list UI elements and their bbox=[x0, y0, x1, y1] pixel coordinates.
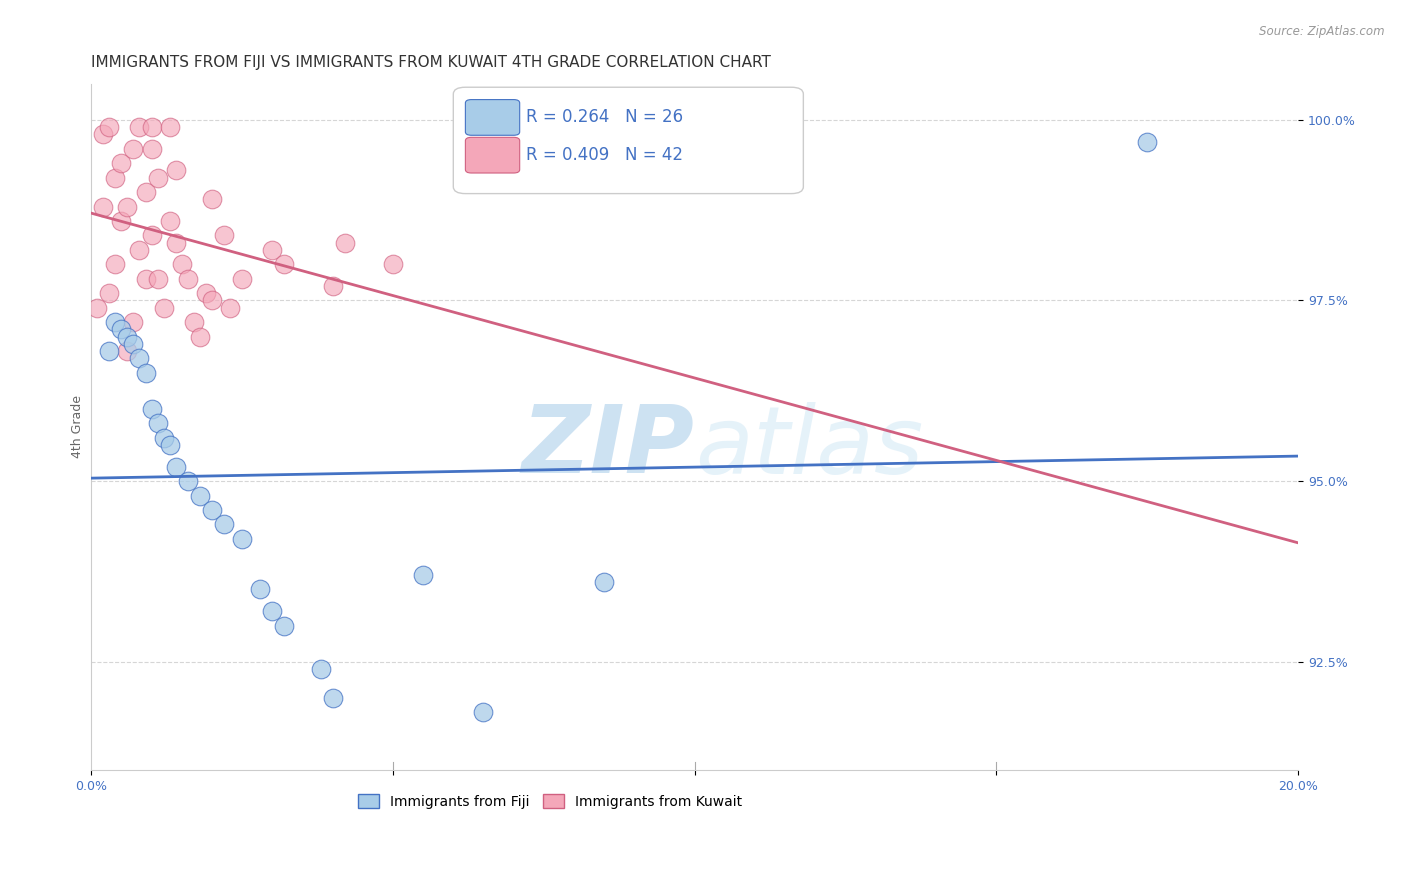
Point bbox=[219, 301, 242, 315]
Text: R = 0.409   N = 42: R = 0.409 N = 42 bbox=[526, 146, 683, 164]
Point bbox=[212, 228, 235, 243]
Point bbox=[165, 459, 187, 474]
Point bbox=[1136, 135, 1159, 149]
Point bbox=[412, 568, 434, 582]
Point bbox=[110, 322, 132, 336]
Point bbox=[165, 235, 187, 250]
Text: Source: ZipAtlas.com: Source: ZipAtlas.com bbox=[1260, 25, 1385, 38]
Point bbox=[231, 532, 253, 546]
Legend: Immigrants from Fiji, Immigrants from Kuwait: Immigrants from Fiji, Immigrants from Ku… bbox=[352, 789, 748, 814]
Point bbox=[98, 120, 121, 135]
Point bbox=[381, 257, 404, 271]
FancyBboxPatch shape bbox=[465, 100, 520, 136]
Point bbox=[128, 351, 150, 366]
Point bbox=[183, 315, 205, 329]
Point bbox=[146, 170, 169, 185]
Point bbox=[98, 344, 121, 359]
Point bbox=[177, 272, 200, 286]
Point bbox=[128, 243, 150, 257]
Point bbox=[128, 120, 150, 135]
Point bbox=[134, 185, 156, 199]
Point bbox=[141, 142, 163, 156]
Point bbox=[134, 366, 156, 380]
Point bbox=[165, 163, 187, 178]
Point bbox=[159, 120, 181, 135]
Point bbox=[91, 200, 114, 214]
Point bbox=[104, 257, 127, 271]
Point bbox=[122, 142, 145, 156]
Point bbox=[134, 272, 156, 286]
Point bbox=[86, 301, 108, 315]
Point bbox=[188, 329, 211, 343]
Point bbox=[146, 272, 169, 286]
Point bbox=[104, 170, 127, 185]
Point bbox=[593, 575, 616, 590]
Point bbox=[117, 200, 139, 214]
Point bbox=[159, 214, 181, 228]
Point bbox=[152, 301, 174, 315]
Point bbox=[333, 235, 356, 250]
Point bbox=[122, 336, 145, 351]
Point bbox=[472, 705, 495, 719]
Point bbox=[141, 228, 163, 243]
Text: atlas: atlas bbox=[695, 402, 922, 493]
Point bbox=[91, 128, 114, 142]
Point bbox=[117, 344, 139, 359]
Point bbox=[212, 517, 235, 532]
Point bbox=[141, 120, 163, 135]
Point bbox=[194, 286, 217, 301]
FancyBboxPatch shape bbox=[465, 137, 520, 173]
Y-axis label: 4th Grade: 4th Grade bbox=[72, 395, 84, 458]
Point bbox=[141, 401, 163, 416]
Point bbox=[117, 329, 139, 343]
Point bbox=[152, 431, 174, 445]
Point bbox=[273, 618, 295, 632]
Point bbox=[104, 315, 127, 329]
Point bbox=[262, 243, 284, 257]
Point bbox=[159, 438, 181, 452]
Point bbox=[273, 257, 295, 271]
Point bbox=[201, 503, 224, 517]
Point bbox=[188, 489, 211, 503]
Point bbox=[98, 286, 121, 301]
Point bbox=[170, 257, 193, 271]
Point bbox=[249, 582, 271, 597]
Point bbox=[201, 193, 224, 207]
Point bbox=[322, 690, 344, 705]
Point bbox=[122, 315, 145, 329]
Point bbox=[322, 279, 344, 293]
Point bbox=[201, 293, 224, 308]
FancyBboxPatch shape bbox=[453, 87, 803, 194]
Point bbox=[110, 156, 132, 170]
Text: ZIP: ZIP bbox=[522, 401, 695, 493]
Point bbox=[231, 272, 253, 286]
Point bbox=[262, 604, 284, 618]
Text: R = 0.264   N = 26: R = 0.264 N = 26 bbox=[526, 109, 683, 127]
Text: IMMIGRANTS FROM FIJI VS IMMIGRANTS FROM KUWAIT 4TH GRADE CORRELATION CHART: IMMIGRANTS FROM FIJI VS IMMIGRANTS FROM … bbox=[91, 55, 770, 70]
Point bbox=[110, 214, 132, 228]
Point bbox=[309, 662, 332, 676]
Point bbox=[146, 417, 169, 431]
Point bbox=[177, 474, 200, 488]
